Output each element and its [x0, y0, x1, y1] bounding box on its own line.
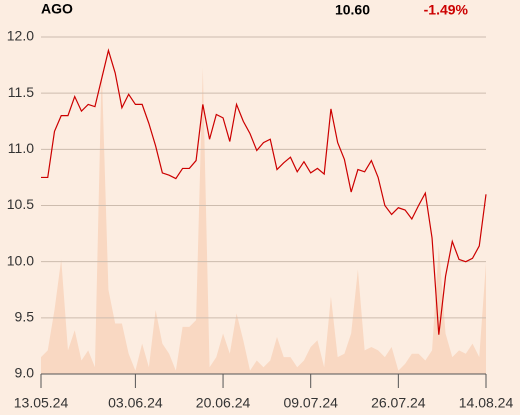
x-tick-label: 26.07.24	[371, 395, 426, 411]
y-tick-label: 10.0	[7, 252, 34, 268]
last-price: 10.60	[335, 2, 370, 18]
volume-area	[41, 67, 486, 374]
x-tick-label: 20.06.24	[196, 395, 251, 411]
x-tick-label: 14.08.24	[459, 395, 514, 411]
y-tick-label: 9.5	[15, 309, 35, 325]
x-tick-label: 09.07.24	[283, 395, 338, 411]
y-tick-label: 10.5	[7, 196, 34, 212]
y-tick-label: 11.5	[8, 84, 34, 100]
y-tick-label: 12.0	[7, 28, 34, 44]
y-tick-label: 9.0	[15, 365, 35, 381]
y-tick-label: 11.0	[8, 140, 34, 156]
price-line	[41, 48, 487, 335]
ticker: AGO	[41, 1, 73, 17]
x-tick-label: 03.06.24	[108, 395, 163, 411]
x-tick-label: 13.05.24	[14, 395, 69, 411]
price-change: -1.49%	[424, 2, 469, 18]
